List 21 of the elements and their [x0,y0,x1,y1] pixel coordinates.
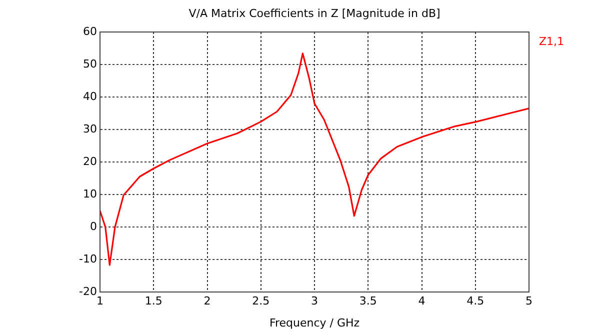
x-tick-label: 3 [311,294,318,308]
y-tick-label: -20 [79,284,97,298]
chart-title: V/A Matrix Coefficients in Z [Magnitude in dB] [188,6,440,20]
x-tick-label: 1 [96,294,104,308]
x-tick-label: 1.5 [144,294,162,308]
x-tick-label: 2 [204,294,211,308]
text: Z1,1 [539,34,564,48]
x-tick-label: 4.5 [466,294,484,308]
y-tick-label: 40 [83,90,97,103]
x-tick-label: 3.5 [359,294,377,308]
x-tick-label: 5 [526,294,532,308]
y-tick-label: 20 [83,154,97,168]
y-tick-label: 50 [83,57,97,70]
y-tick-label: 10 [83,187,97,200]
y-tick-label: 30 [83,122,97,136]
x-tick-label: 2.5 [252,294,270,308]
y-tick-label: 0 [90,220,97,233]
y-tick-label: -10 [79,252,97,266]
x-axis-title: Frequency / GHz [269,316,360,330]
y-tick-label: 60 [83,24,97,38]
x-tick-label: 4 [418,294,426,308]
